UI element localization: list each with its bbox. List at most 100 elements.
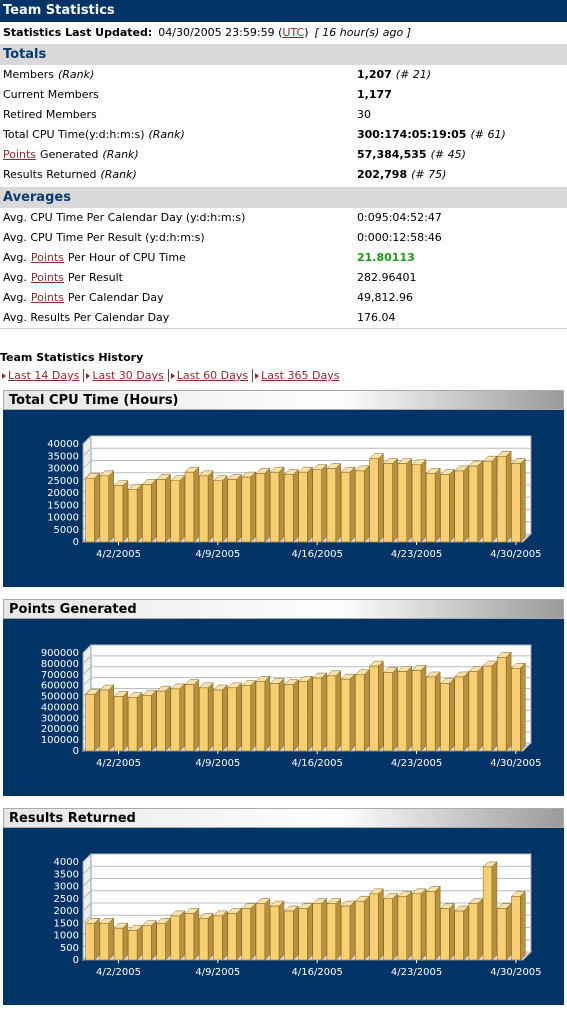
bar [440, 683, 450, 752]
bar-side [449, 677, 455, 752]
value-text: 282.96401 [357, 271, 417, 284]
bar [99, 689, 109, 752]
x-tick-label: 4/23/2005 [391, 758, 442, 769]
bar-side [221, 684, 228, 752]
bar-side [434, 885, 441, 961]
bar-side [363, 669, 370, 752]
bar [142, 925, 152, 961]
bar [85, 923, 95, 961]
bar [369, 893, 379, 961]
bar [128, 489, 138, 543]
history-link[interactable]: Last 60 Days [176, 369, 249, 382]
bar-side [278, 677, 285, 752]
y-tick-label: 15000 [47, 500, 79, 511]
bar-side [449, 469, 455, 543]
label-text: Per Calendar Day [67, 291, 164, 304]
label-text: Members [3, 68, 54, 81]
bar-side [477, 898, 483, 961]
bar-side [94, 688, 100, 752]
bar [142, 484, 152, 543]
bar [312, 469, 322, 543]
bar [511, 667, 521, 752]
points-link[interactable]: Points [30, 251, 64, 264]
bar-side [520, 890, 526, 961]
row-value: 21.80113 [357, 248, 415, 268]
bar-side [264, 675, 271, 752]
bar [213, 915, 223, 961]
bar-side [392, 666, 398, 752]
points-link[interactable]: Points [3, 148, 37, 161]
row-value: 202,798 (# 75) [357, 165, 446, 185]
grid-line-side [82, 878, 92, 887]
bar-side [236, 473, 242, 543]
chart-panel: Points Generated 0 100000 200000 300000 40000… [3, 599, 564, 796]
grid-line-side [82, 914, 92, 924]
x-tick-label: 4/16/2005 [292, 549, 343, 560]
bar-side [321, 898, 327, 961]
bar [383, 898, 393, 961]
history-link[interactable]: Last 14 Days [8, 369, 80, 382]
chart-panel: Total CPU Time (Hours) 0 5000 10000 15000 200… [3, 390, 564, 587]
grid-line-side [82, 435, 92, 445]
arrow-icon [255, 373, 260, 379]
history-link[interactable]: Last 30 Days [92, 369, 164, 382]
bar [113, 696, 124, 752]
bar-side [108, 917, 114, 961]
y-tick-label: 20000 [47, 488, 79, 499]
bar-side [292, 678, 299, 752]
grid-line-side [82, 447, 92, 457]
bar-side [392, 457, 398, 543]
arrow-icon [170, 373, 175, 379]
y-tick-label: 35000 [47, 451, 79, 462]
bar [411, 893, 422, 961]
y-tick-label: 5000 [54, 525, 79, 536]
bar [468, 465, 478, 543]
y-tick-label: 25000 [47, 476, 79, 487]
totals-table: Members (Rank) 1,207 (# 21) Current Members 1… [0, 65, 567, 185]
points-link[interactable]: Points [30, 271, 64, 284]
bar-side [250, 902, 256, 961]
bar-side [108, 470, 114, 543]
row-value: 57,384,535 (# 45) [357, 145, 466, 165]
bar-side [434, 671, 441, 752]
bar [312, 677, 322, 752]
chart-panel: Results Returned 0 500 1000 1500 2000 2500 3000… [3, 808, 564, 1005]
chart-body: 0 100000 200000 300000 400000 500000 600000 700… [3, 619, 564, 796]
bar-side [292, 905, 299, 961]
bar-side [179, 910, 185, 961]
bar [411, 670, 422, 752]
bar [383, 463, 393, 543]
label-text: Retired Members [3, 108, 97, 121]
rank-note: (Rank) [102, 148, 139, 161]
bar [340, 905, 351, 961]
bar [255, 681, 266, 752]
bar [184, 684, 195, 752]
bar-side [193, 678, 200, 752]
bar [170, 688, 180, 752]
bar-side [463, 905, 469, 961]
bar [340, 471, 351, 543]
chart-title: Points Generated [3, 599, 564, 619]
bar-side [221, 475, 228, 543]
bar-side [264, 467, 271, 543]
y-tick-label: 0 [73, 537, 79, 548]
bar [497, 908, 507, 961]
bar-side [420, 459, 427, 543]
history-link-item: Last 60 Days [167, 369, 253, 382]
grid-line-side [82, 666, 92, 676]
history-link[interactable]: Last 365 Days [261, 369, 340, 382]
bar [326, 903, 337, 961]
bar [213, 480, 223, 543]
bar-side [207, 912, 214, 961]
bar-side [378, 888, 384, 961]
grid-line-side [82, 677, 92, 687]
bar [355, 674, 365, 752]
bar-side [122, 922, 129, 961]
bar-side [449, 902, 455, 961]
tz-link[interactable]: UTC [282, 26, 305, 39]
tz-open: ( [278, 26, 283, 39]
points-link[interactable]: Points [30, 291, 64, 304]
bar-side [463, 465, 469, 543]
row-value: 1,177 [357, 85, 392, 105]
